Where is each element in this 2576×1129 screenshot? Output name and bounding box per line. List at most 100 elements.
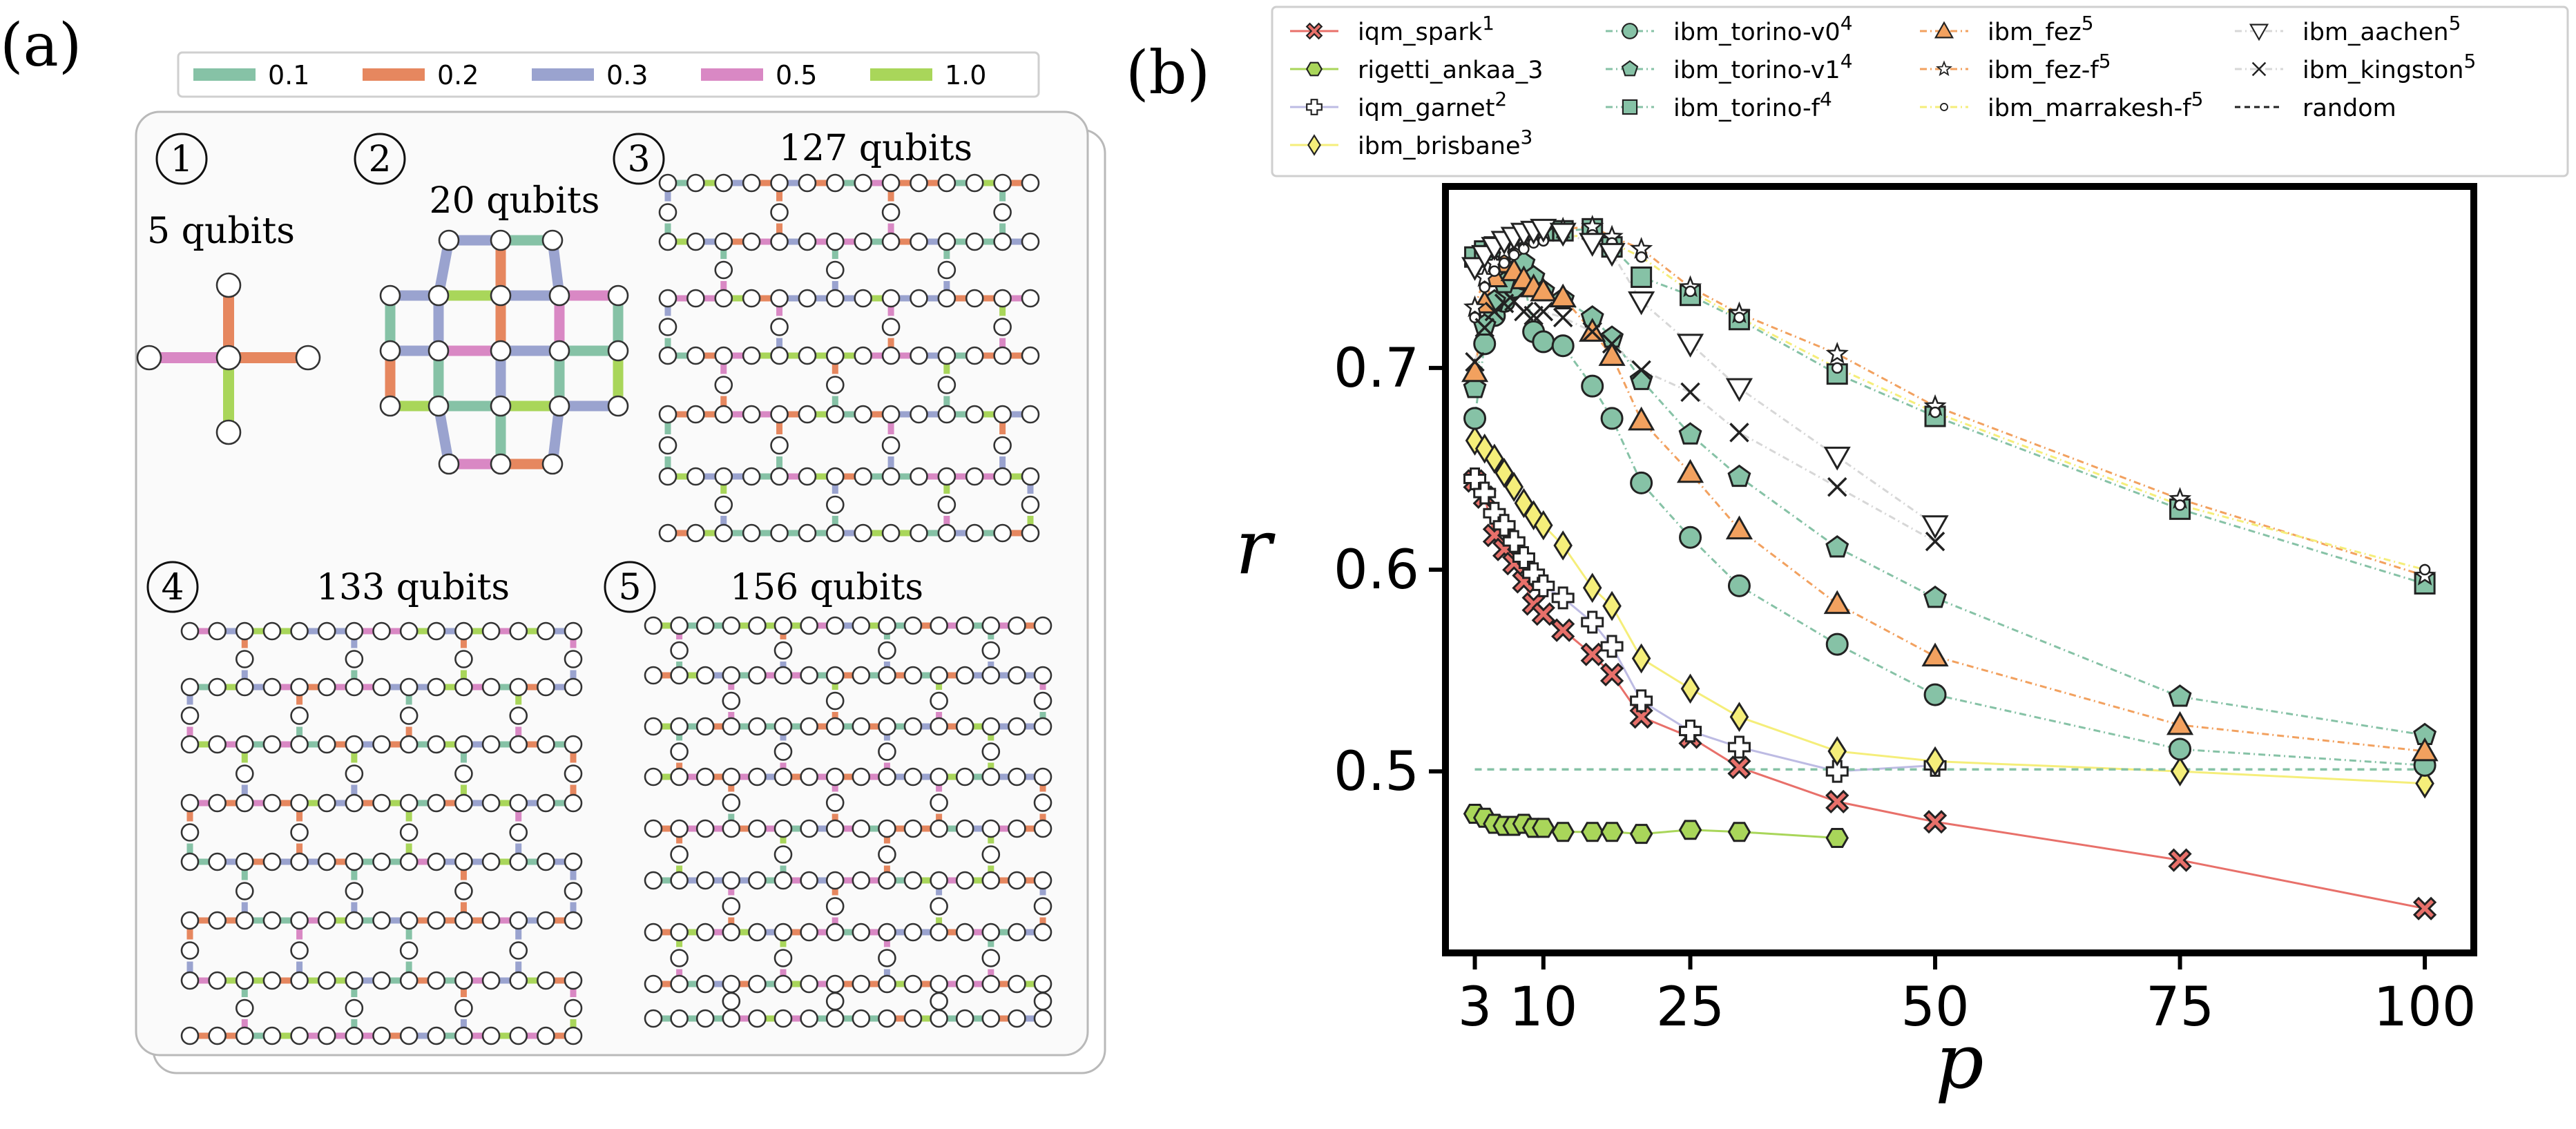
qubit-node xyxy=(490,453,512,475)
qubit-node xyxy=(881,467,901,486)
qubit-node xyxy=(878,819,896,838)
qubit-node xyxy=(490,340,512,362)
data-point xyxy=(2166,711,2194,735)
qubit-node xyxy=(854,467,872,486)
qubit-node xyxy=(981,641,1001,660)
qubit-node xyxy=(695,666,715,685)
data-point xyxy=(1492,514,1516,537)
qubit-node xyxy=(290,621,309,641)
qubit-node xyxy=(722,974,741,994)
device-number-badge: 4 xyxy=(146,561,199,613)
qubit-node xyxy=(180,971,200,990)
data-point xyxy=(1629,824,1653,845)
qubit-node xyxy=(372,852,391,871)
data-point xyxy=(1582,572,1602,604)
qubit-node xyxy=(930,897,948,916)
qubit-node xyxy=(800,974,818,994)
qubit-node xyxy=(454,998,473,1018)
qubit-node xyxy=(852,819,871,838)
qubit-node xyxy=(317,852,336,871)
qubit-node xyxy=(852,923,871,942)
data-point xyxy=(1600,407,1624,430)
qubit-node xyxy=(564,882,583,900)
qubit-node xyxy=(748,767,767,787)
qubit-node xyxy=(955,717,974,736)
qubit-node xyxy=(345,1026,364,1045)
qubit-node xyxy=(208,793,227,813)
qubit-node xyxy=(235,911,254,930)
qubit-node xyxy=(965,405,984,424)
data-point xyxy=(1825,789,1849,814)
qubit-node xyxy=(262,793,282,813)
qubit-node xyxy=(722,1009,741,1028)
qubit-node xyxy=(262,1026,282,1045)
qubit-node xyxy=(798,289,817,308)
qubit-node xyxy=(537,971,555,990)
legend-label: ibm_torino-v14 xyxy=(1673,50,1853,84)
qubit-node xyxy=(490,229,512,251)
qubit-node xyxy=(981,845,1001,864)
qubit-node xyxy=(686,289,705,308)
qubit-node xyxy=(773,974,793,994)
qubit-node xyxy=(372,735,391,754)
qubit-node xyxy=(1033,666,1052,685)
qubit-node xyxy=(490,395,512,417)
qubit-node xyxy=(399,1026,419,1045)
qubit-node xyxy=(825,897,845,916)
qubit-node xyxy=(742,173,761,193)
qubit-node xyxy=(1033,871,1052,890)
qubit-node xyxy=(825,923,845,942)
qubit-node xyxy=(826,523,845,543)
qubit-node xyxy=(345,971,364,990)
qubit-node xyxy=(180,823,200,842)
qubit-node xyxy=(878,616,896,635)
data-point xyxy=(1923,586,1948,608)
qubit-node xyxy=(852,871,871,890)
qubit-node xyxy=(981,819,1001,838)
qubit-node xyxy=(644,1009,663,1028)
data-point xyxy=(1473,481,1497,505)
qubit-node xyxy=(548,284,570,307)
qubit-node xyxy=(345,621,364,641)
qubit-node xyxy=(965,289,984,308)
data-point xyxy=(1485,443,1504,474)
data-point xyxy=(1680,673,1700,704)
qubit-node xyxy=(1033,767,1052,787)
series-markers-ibm_kingston xyxy=(1465,291,1945,552)
qubit-node xyxy=(714,467,733,486)
legend-marker xyxy=(1940,103,1948,111)
qubit-node xyxy=(481,852,501,871)
qubit-node xyxy=(955,616,974,635)
qubit-node xyxy=(993,173,1012,193)
qubit-node xyxy=(490,284,512,307)
qubit-node xyxy=(399,911,419,930)
data-point xyxy=(1488,265,1501,277)
qubit-node xyxy=(881,203,901,222)
qubit-node xyxy=(878,845,896,864)
weight-legend-swatch xyxy=(701,68,763,81)
qubit-node xyxy=(903,767,923,787)
qubit-node xyxy=(564,971,583,990)
qubit-node xyxy=(262,971,282,990)
qubit-node xyxy=(770,436,789,455)
legend-marker xyxy=(1305,22,1323,40)
qubit-node xyxy=(427,340,450,362)
data-point xyxy=(1825,828,1849,848)
legend-marker xyxy=(1934,21,1954,39)
data-point xyxy=(1725,378,1753,403)
qubit-node xyxy=(509,1026,528,1045)
qubit-node xyxy=(427,677,446,697)
qubit-node xyxy=(930,819,948,838)
qubit-node xyxy=(399,852,419,871)
qubit-node xyxy=(372,677,391,697)
qubit-node xyxy=(742,405,761,424)
data-point xyxy=(1635,251,1647,263)
data-point xyxy=(1923,683,1947,706)
qubit-node xyxy=(878,767,896,787)
qubit-node xyxy=(695,767,715,787)
data-point xyxy=(1512,546,1535,569)
qubit-node xyxy=(798,467,817,486)
qubit-node xyxy=(800,871,818,890)
qubit-node xyxy=(658,346,677,365)
qubit-node xyxy=(235,650,254,668)
